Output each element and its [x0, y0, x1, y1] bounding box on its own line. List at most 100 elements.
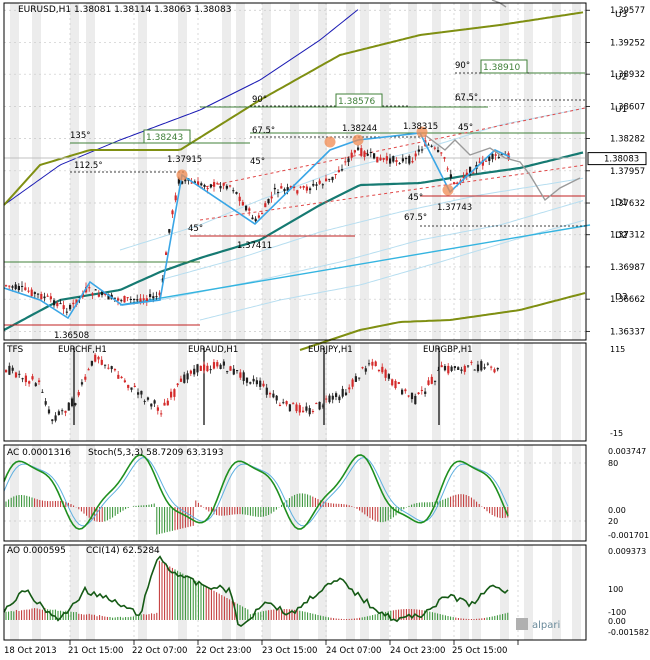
price-box-label: 1.38243	[146, 133, 183, 143]
session-band	[32, 545, 41, 640]
tfs-candle	[361, 367, 364, 369]
angle-label: 67.5°	[252, 126, 275, 136]
level-label-d3: D3	[615, 292, 628, 302]
tfs-candle	[292, 403, 295, 405]
forecast-projection	[424, 134, 581, 202]
tfs-candle	[133, 385, 136, 387]
ao-tick-label: 0.009373	[608, 547, 646, 556]
session-band	[360, 343, 369, 441]
session-band	[178, 343, 187, 441]
zigzag-line	[3, 132, 511, 320]
tfs-candle	[381, 366, 384, 373]
panel-frames: 18 Oct 2013 21 Oct 15:00 22 Oct 07:00 22 Oc…	[3, 2, 587, 656]
candle-body	[174, 195, 177, 201]
sky-trendline	[119, 224, 591, 306]
pivot-marker[interactable]	[176, 169, 188, 181]
session-band	[138, 545, 147, 640]
session-band	[472, 343, 481, 441]
candle-body	[408, 156, 411, 164]
panel-frame-0	[3, 2, 587, 341]
session-band	[262, 545, 271, 640]
tfs-candle	[470, 361, 473, 363]
candle-body	[312, 183, 315, 186]
olive-lower-channel	[299, 292, 586, 351]
tfs-candle	[8, 365, 11, 375]
main-price-panel[interactable]: 1.39577 1.39252 1.38932 1.38607 1.38282 1.379…	[3, 0, 647, 351]
tfs-candle	[245, 377, 249, 383]
ac-tick-label: -0.001701	[608, 531, 649, 540]
session-band	[290, 545, 299, 640]
session-band	[360, 445, 369, 541]
tfs-candle	[61, 410, 64, 412]
ao-tick-label: -100	[608, 608, 626, 617]
candle-body	[334, 174, 337, 176]
candle-body	[414, 153, 417, 157]
candle-body	[8, 285, 11, 287]
pivot-marker[interactable]	[442, 184, 454, 196]
session-band	[380, 445, 389, 541]
pivot-marker[interactable]	[416, 126, 428, 138]
candle-body	[40, 293, 43, 300]
candle-body	[494, 154, 497, 156]
candle-body	[299, 186, 302, 188]
tfs-candle	[11, 367, 14, 371]
candle-body	[49, 296, 52, 300]
tfs-panel[interactable]: 115 -15 EURCHF,H1 EURAUD,H1 EURJPY,H1 EURGBP,…	[5, 345, 625, 438]
candle-body	[37, 293, 40, 295]
tfs-candle	[54, 415, 57, 421]
tfs-candle	[242, 372, 245, 381]
session-band	[70, 545, 79, 640]
candle-body	[59, 303, 62, 305]
ac-stoch-panel[interactable]: 0.003747 80 0.00 20 -0.001701	[3, 447, 649, 540]
candle-body	[331, 176, 334, 181]
price-box-label: 1.38576	[338, 97, 375, 107]
tfs-candle	[71, 398, 74, 407]
x-axis-label: 24 Oct 23:00	[390, 646, 445, 656]
candle-body	[497, 156, 500, 158]
candle-body	[14, 284, 17, 290]
candle-body	[171, 210, 174, 215]
x-axis-label: 22 Oct 23:00	[196, 646, 251, 656]
session-band	[408, 343, 417, 441]
angle-label: 90°	[252, 95, 267, 105]
candle-body	[289, 186, 292, 188]
tfs-candle	[443, 365, 447, 371]
tfs-candle	[143, 400, 146, 402]
price-tick-label: 1.38932	[610, 70, 645, 80]
candle-body	[248, 208, 251, 211]
pivot-marker[interactable]	[352, 134, 364, 146]
session-band	[346, 445, 355, 541]
candle-body	[117, 298, 120, 301]
tfs-candle	[463, 365, 466, 372]
session-band	[380, 343, 389, 441]
candle-body	[245, 205, 248, 211]
price-tick-label: 1.39252	[610, 38, 645, 48]
price-tick-label: 1.39577	[610, 6, 645, 16]
tfs-pair-label: EURGBP,H1	[423, 345, 473, 355]
candle-body	[437, 150, 440, 152]
tfs-candle	[74, 403, 77, 406]
candle-body	[197, 181, 200, 187]
session-band	[236, 3, 245, 340]
angle-label: 90°	[455, 61, 470, 71]
price-label-1.37743: 1.37743	[437, 203, 472, 213]
tfs-candle	[302, 410, 305, 412]
candle-body	[491, 153, 494, 160]
candle-body	[123, 295, 126, 303]
tfs-pair-label: EURAUD,H1	[188, 345, 238, 355]
session-band	[460, 445, 469, 541]
session-band	[222, 3, 231, 340]
candle-body	[177, 178, 180, 184]
session-band	[432, 445, 441, 541]
pivot-marker[interactable]	[324, 136, 336, 148]
tfs-candle	[47, 409, 51, 414]
session-band	[460, 3, 469, 340]
ac-tick-label: 80	[608, 459, 618, 468]
panel-frame-2	[3, 444, 587, 542]
tfs-candle	[410, 392, 414, 400]
ac-label: AC 0.0001316	[7, 448, 71, 458]
tfs-candle	[206, 365, 209, 372]
price-tick-label: 1.37632	[610, 199, 645, 209]
